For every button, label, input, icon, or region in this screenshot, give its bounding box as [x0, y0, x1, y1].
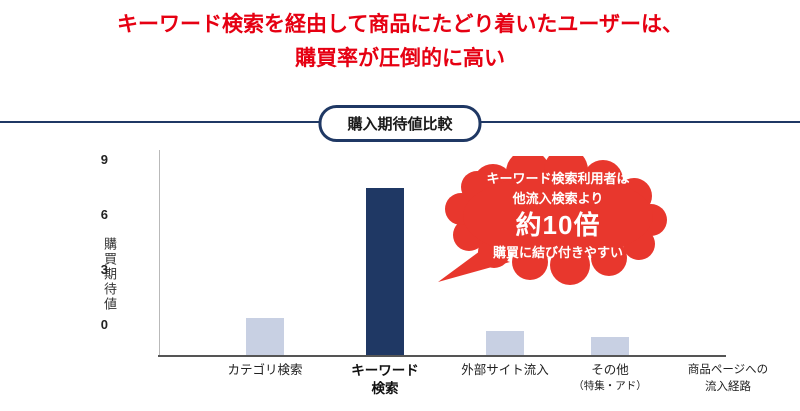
x-label-subtext: （特集・アド）: [573, 379, 647, 392]
bar-other: [591, 337, 629, 355]
x-label-category-search: カテゴリ検索: [200, 362, 330, 379]
x-label-text: キーワード: [351, 363, 419, 378]
y-tick-9: 9: [100, 152, 108, 167]
callout-highlight-value: 約10倍: [515, 210, 601, 240]
callout-line-3: 購買に結び付きやすい: [492, 245, 623, 261]
x-label-text: カテゴリ検索: [227, 363, 303, 377]
x-label-keyword-search: キーワード 検索: [320, 362, 450, 398]
x-axis-line: [158, 355, 726, 357]
bar-chart: 購買期待値 9 6 3 0 カテゴリ検索 キーワード 検索 外部サイト流入 その…: [0, 140, 800, 411]
callout-line-1: キーワード検索利用者は: [486, 171, 630, 186]
x-label-text: 外部サイト流入: [461, 363, 549, 377]
callout-line-2: 他流入検索より: [512, 190, 604, 206]
x-axis-title: 商品ページへの 流入経路: [663, 362, 793, 395]
x-label-text: 検索: [371, 381, 399, 397]
y-tick-3: 3: [100, 262, 108, 277]
y-tick-6: 6: [100, 207, 108, 222]
y-axis-line: [159, 150, 160, 355]
callout-text: キーワード検索利用者は 他流入検索より 約10倍 購買に結び付きやすい: [450, 169, 666, 263]
y-tick-0: 0: [100, 317, 108, 332]
x-label-other: その他 （特集・アド）: [545, 362, 675, 393]
title-line-2: 購買率が圧倒的に高い: [295, 46, 505, 70]
bar-external-site: [486, 331, 524, 355]
section-badge: 購入期待値比較: [318, 105, 482, 142]
page-title: キーワード検索を経由して商品にたどり着いたユーザーは、 購買率が圧倒的に高い: [0, 8, 800, 75]
plot-area: [160, 150, 720, 355]
bar-keyword-search: [366, 188, 404, 355]
y-axis-label: 購買期待値: [102, 237, 117, 312]
callout-bubble-icon: [438, 156, 667, 285]
title-line-1: キーワード検索を経由して商品にたどり着いたユーザーは、: [117, 13, 683, 36]
x-label-external-site: 外部サイト流入: [440, 362, 570, 379]
x-axis-title-line-2: 流入経路: [705, 380, 751, 393]
bar-category-search: [246, 318, 284, 355]
x-label-text: その他: [591, 363, 629, 377]
x-axis-title-line-1: 商品ページへの: [687, 364, 769, 376]
